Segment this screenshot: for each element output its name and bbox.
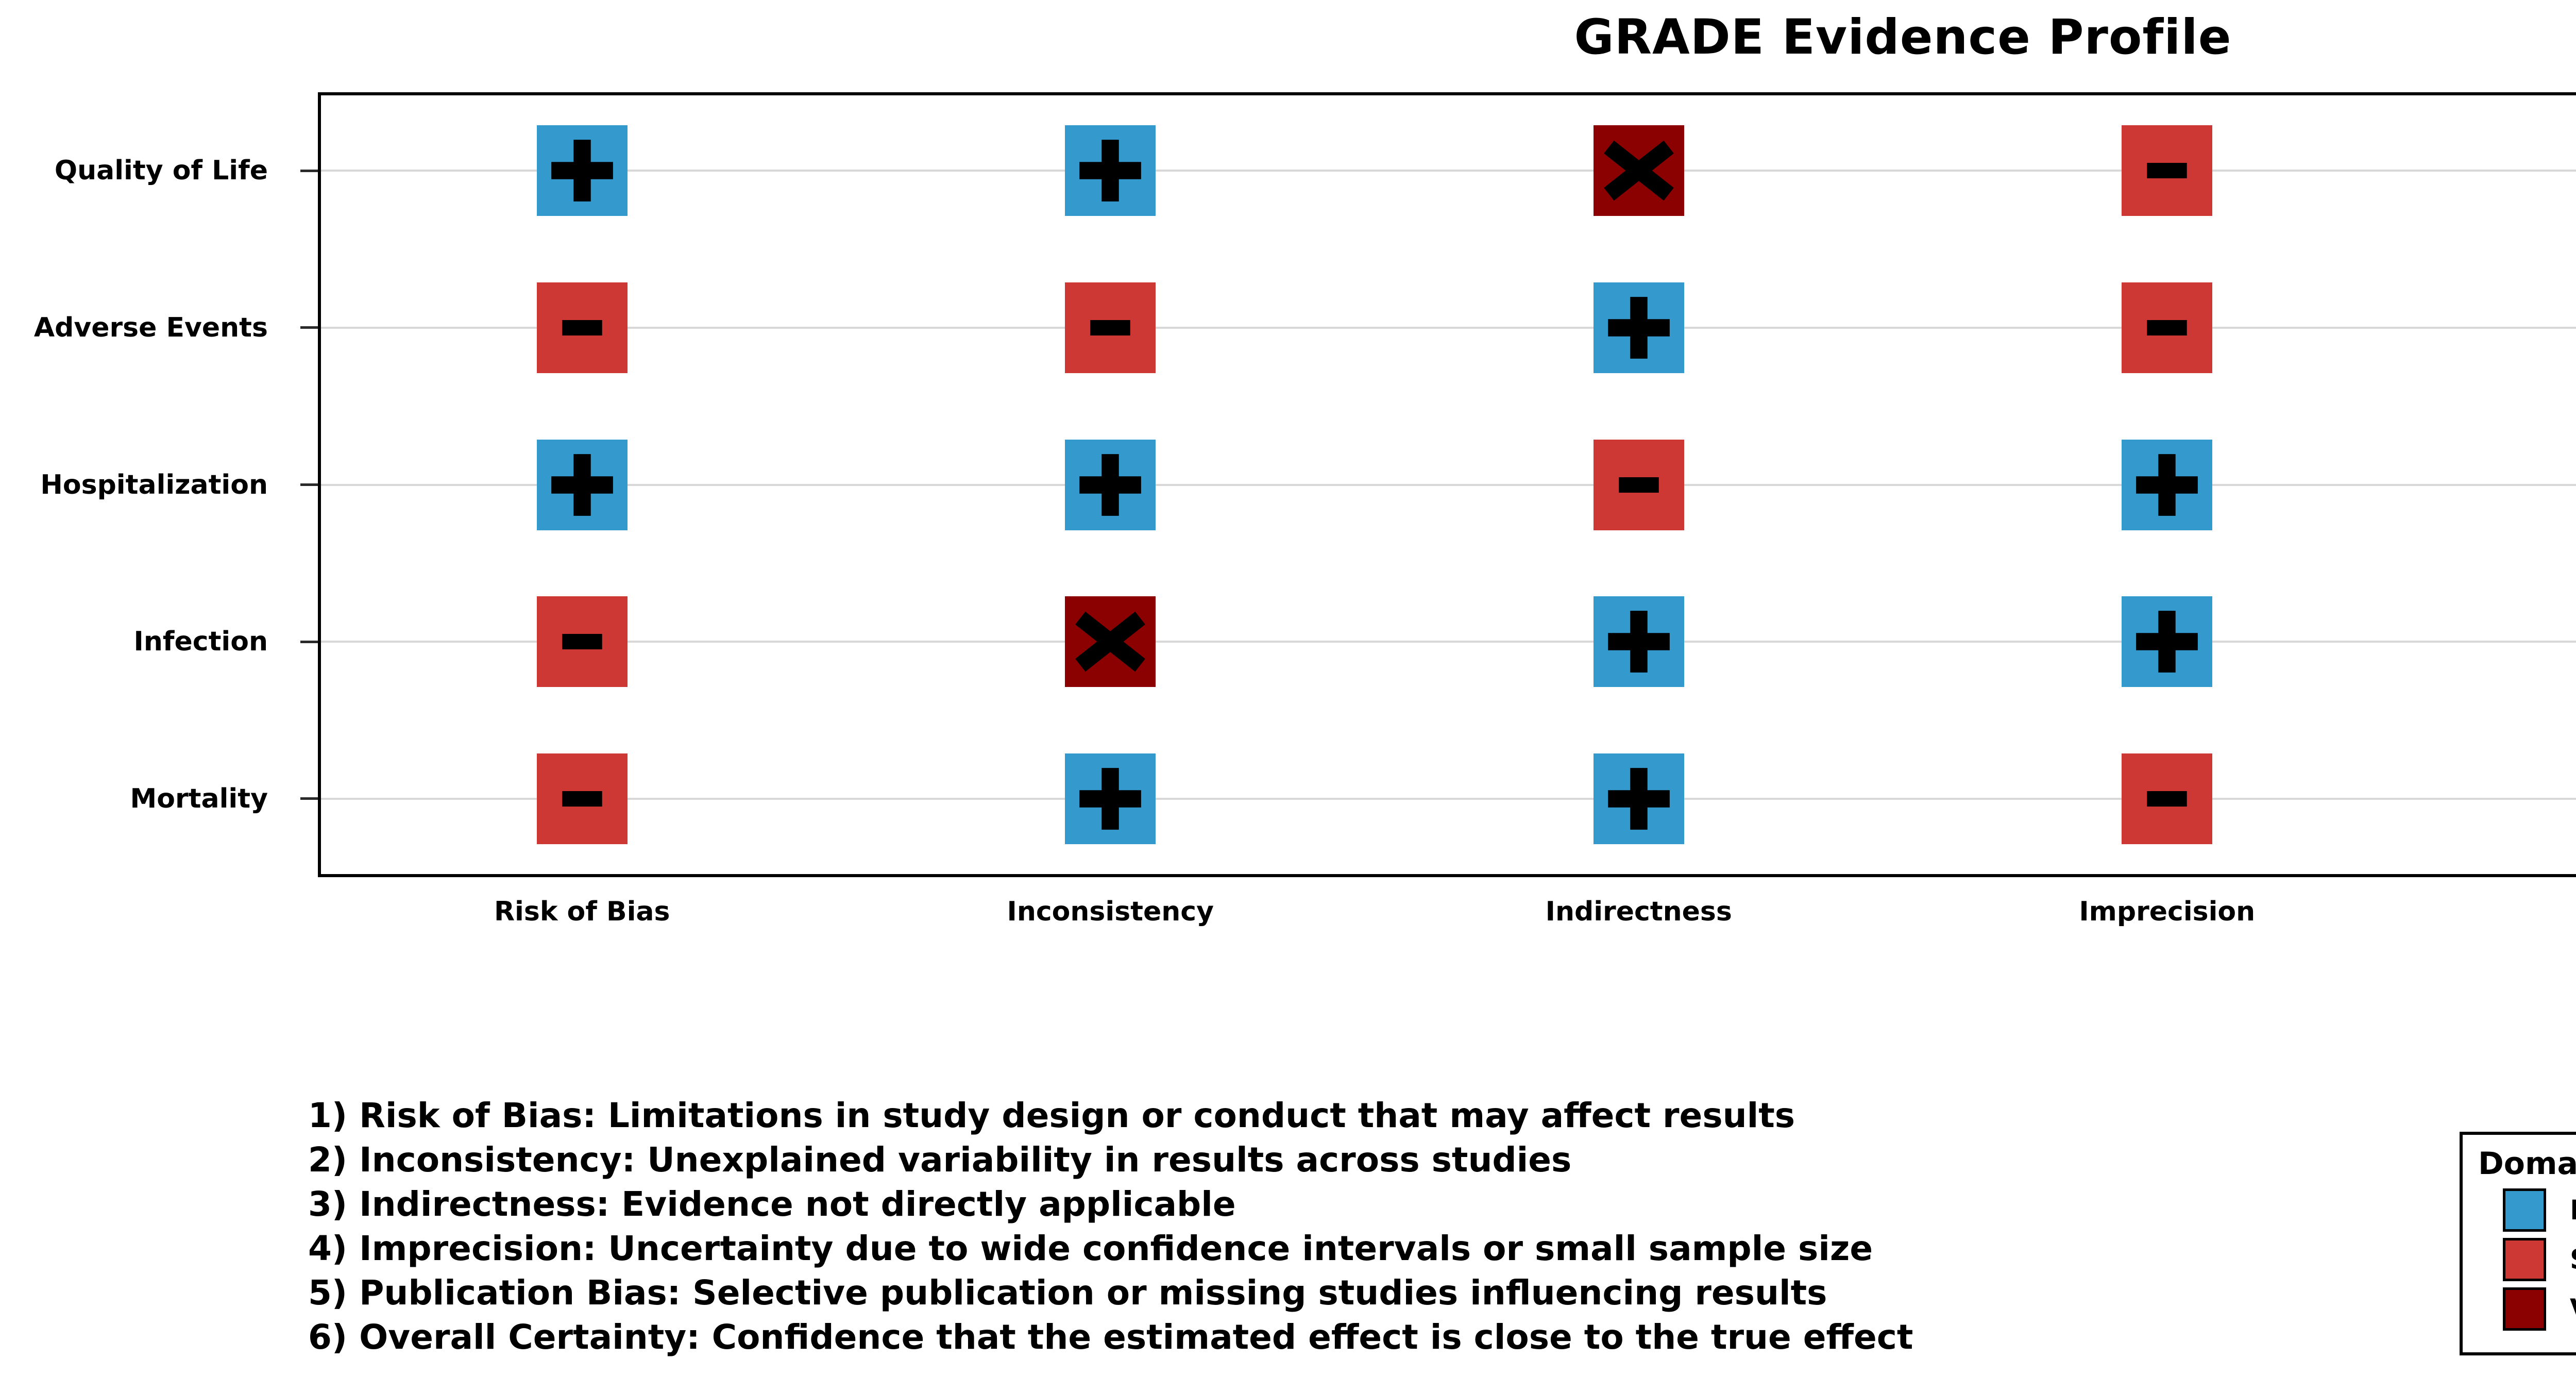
footnote-line-5: 5) Publication Bias: Selective publicati… <box>308 1273 1827 1313</box>
judgment-cell <box>2122 282 2213 373</box>
judgment-cell <box>536 439 628 530</box>
judgment-cell <box>1065 282 1156 373</box>
row-label-quality-of-life: Quality of Life <box>54 155 268 187</box>
legend-label: Not serious (+) <box>2570 1195 2576 1226</box>
footnote-line-1: 1) Risk of Bias: Limitations in study de… <box>308 1096 1795 1135</box>
legend-items: Not serious (+) Serious (-) Very serious (… <box>2503 1188 2576 1331</box>
plus-icon <box>1607 297 1670 359</box>
x-icon <box>1603 141 1674 201</box>
col-label-indirectness: Indirectness <box>1545 896 1732 927</box>
legend-item-serious: Serious (-) <box>2503 1238 2576 1281</box>
legend-item-not_serious: Not serious (+) <box>2503 1188 2576 1232</box>
legend-swatch-icon <box>2503 1287 2546 1331</box>
legend-swatch-icon <box>2503 1188 2546 1232</box>
legend-label: Very serious (X) <box>2570 1294 2576 1325</box>
plus-icon <box>2136 611 2198 673</box>
minus-icon <box>2147 320 2187 336</box>
plus-icon <box>551 454 613 516</box>
judgment-cell <box>1065 439 1156 530</box>
plus-icon <box>2136 454 2198 516</box>
minus-icon <box>562 320 602 336</box>
footnote-line-2: 2) Inconsistency: Unexplained variabilit… <box>308 1140 1572 1180</box>
judgment-cell <box>536 282 628 373</box>
minus-icon <box>2147 791 2187 807</box>
y-axis-tick <box>300 326 318 329</box>
row-label-infection: Infection <box>133 626 268 658</box>
row-gridline <box>320 326 2576 329</box>
judgment-cell <box>536 753 628 844</box>
legend-swatch-icon <box>2503 1238 2546 1281</box>
judgment-cell <box>1593 596 1684 688</box>
judgment-cell <box>1065 125 1156 216</box>
judgment-cell <box>1065 753 1156 844</box>
judgment-cell <box>536 596 628 688</box>
col-label-inconsistency: Inconsistency <box>1007 896 1214 927</box>
row-gridline <box>320 483 2576 486</box>
minus-icon <box>2147 163 2187 179</box>
minus-icon <box>562 791 602 807</box>
minus-icon <box>1090 320 1130 336</box>
plus-icon <box>1607 611 1670 673</box>
y-axis-tick <box>300 797 318 800</box>
plus-icon <box>1079 454 1142 516</box>
row-gridline <box>320 641 2576 643</box>
y-axis-tick <box>300 169 318 172</box>
footnote-line-3: 3) Indirectness: Evidence not directly a… <box>308 1184 1236 1224</box>
plus-icon <box>1079 140 1142 202</box>
judgment-cell <box>1593 439 1684 530</box>
plus-icon <box>1079 767 1142 830</box>
judgment-cell <box>2122 439 2213 530</box>
row-gridline <box>320 797 2576 800</box>
footnotes: 1) Risk of Bias: Limitations in study de… <box>308 1094 1913 1360</box>
plus-icon <box>551 140 613 202</box>
plus-icon <box>1607 767 1670 830</box>
judgment-cell <box>1065 596 1156 688</box>
row-gridline <box>320 170 2576 172</box>
legend-title: Domain Judgments <box>2478 1146 2576 1182</box>
judgment-cell <box>2122 596 2213 688</box>
col-label-imprecision: Imprecision <box>2079 896 2256 927</box>
domain-judgments-legend: Domain Judgments Not serious (+) Serious … <box>2460 1132 2576 1355</box>
minus-icon <box>1619 477 1659 493</box>
row-label-hospitalization: Hospitalization <box>40 469 268 500</box>
judgment-cell <box>536 125 628 216</box>
judgment-cell <box>1593 125 1684 216</box>
judgment-cell <box>2122 125 2213 216</box>
legend-item-very_serious: Very serious (X) <box>2503 1287 2576 1331</box>
legend-label: Serious (-) <box>2570 1244 2576 1276</box>
col-label-publication-bias: Publication Bias <box>2438 896 2576 928</box>
x-icon <box>1075 611 1146 672</box>
judgment-cell <box>1593 753 1684 844</box>
footnote-line-6: 6) Overall Certainty: Confidence that th… <box>308 1317 1913 1357</box>
y-axis-tick <box>300 483 318 486</box>
row-label-mortality: Mortality <box>130 783 268 814</box>
chart-title: GRADE Evidence Profile <box>1574 9 2232 65</box>
minus-icon <box>562 634 602 650</box>
row-label-adverse-events: Adverse Events <box>33 312 268 343</box>
col-label-risk-of-bias: Risk of Bias <box>494 896 670 927</box>
judgment-cell <box>2122 753 2213 844</box>
judgment-cell <box>1593 282 1684 373</box>
y-axis-tick <box>300 640 318 643</box>
footnote-line-4: 4) Imprecision: Uncertainty due to wide … <box>308 1229 1873 1268</box>
